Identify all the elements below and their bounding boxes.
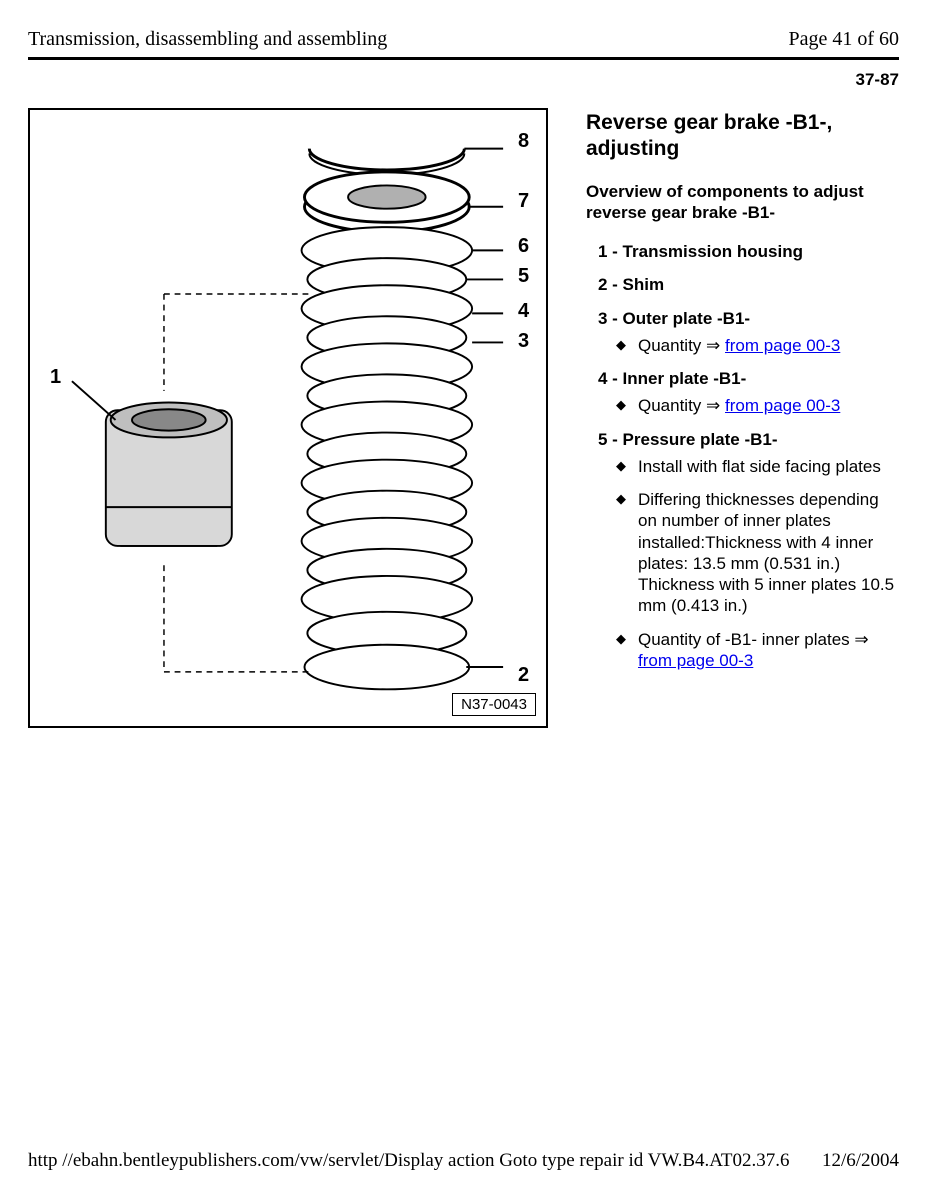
item-4: 4 - Inner plate -B1- <box>598 368 899 389</box>
diagram-svg <box>38 118 538 718</box>
callout-3: 3 <box>518 330 529 353</box>
link-page-00-3-a[interactable]: from page 00-3 <box>725 336 840 355</box>
item-5-bullet-2: Differing thicknesses depending on numbe… <box>638 489 899 617</box>
footer-url: http //ebahn.bentleypublishers.com/vw/se… <box>28 1150 789 1172</box>
link-page-00-3-c[interactable]: from page 00-3 <box>638 651 753 670</box>
callout-8: 8 <box>518 130 529 153</box>
link-page-00-3-b[interactable]: from page 00-3 <box>725 396 840 415</box>
item-3: 3 - Outer plate -B1- <box>598 308 899 329</box>
item-5-bullet-3: Quantity of -B1- inner plates ⇒ from pag… <box>638 629 899 672</box>
callout-7: 7 <box>518 190 529 213</box>
callout-2: 2 <box>518 664 529 687</box>
page-header: Transmission, disassembling and assembli… <box>28 28 899 51</box>
diagram-box: 1 2 3 4 5 6 7 8 N37-0043 <box>28 108 548 728</box>
item-5: 5 - Pressure plate -B1- <box>598 429 899 450</box>
item-3-b1-text: Quantity ⇒ <box>638 336 725 355</box>
section-subheading: Overview of components to adjust reverse… <box>586 181 899 224</box>
section-number: 37-87 <box>28 70 899 90</box>
callout-4: 4 <box>518 300 529 323</box>
figure-label: N37-0043 <box>452 693 536 716</box>
item-1: 1 - Transmission housing <box>598 241 899 262</box>
callout-1: 1 <box>50 366 61 389</box>
item-5-bullet-1: Install with flat side facing plates <box>638 456 899 477</box>
item-3-bullet-1: Quantity ⇒ from page 00-3 <box>638 335 899 356</box>
header-title: Transmission, disassembling and assembli… <box>28 28 387 51</box>
section-heading: Reverse gear brake -B1-, adjusting <box>586 110 899 163</box>
item-4-bullets: Quantity ⇒ from page 00-3 <box>586 395 899 416</box>
item-5-b3-text: Quantity of -B1- inner plates ⇒ <box>638 630 869 649</box>
page-footer: http //ebahn.bentleypublishers.com/vw/se… <box>28 1150 899 1172</box>
item-4-b1-text: Quantity ⇒ <box>638 396 725 415</box>
callout-6: 6 <box>518 235 529 258</box>
header-rule <box>28 57 899 60</box>
item-2: 2 - Shim <box>598 274 899 295</box>
header-page: Page 41 of 60 <box>788 28 899 51</box>
item-4-bullet-1: Quantity ⇒ from page 00-3 <box>638 395 899 416</box>
footer-date: 12/6/2004 <box>822 1150 899 1172</box>
callout-5: 5 <box>518 265 529 288</box>
text-column: Reverse gear brake -B1-, adjusting Overv… <box>586 108 899 683</box>
item-5-bullets: Install with flat side facing plates Dif… <box>586 456 899 671</box>
content-row: 1 2 3 4 5 6 7 8 N37-0043 Reverse gear br… <box>28 108 899 728</box>
item-3-bullets: Quantity ⇒ from page 00-3 <box>586 335 899 356</box>
